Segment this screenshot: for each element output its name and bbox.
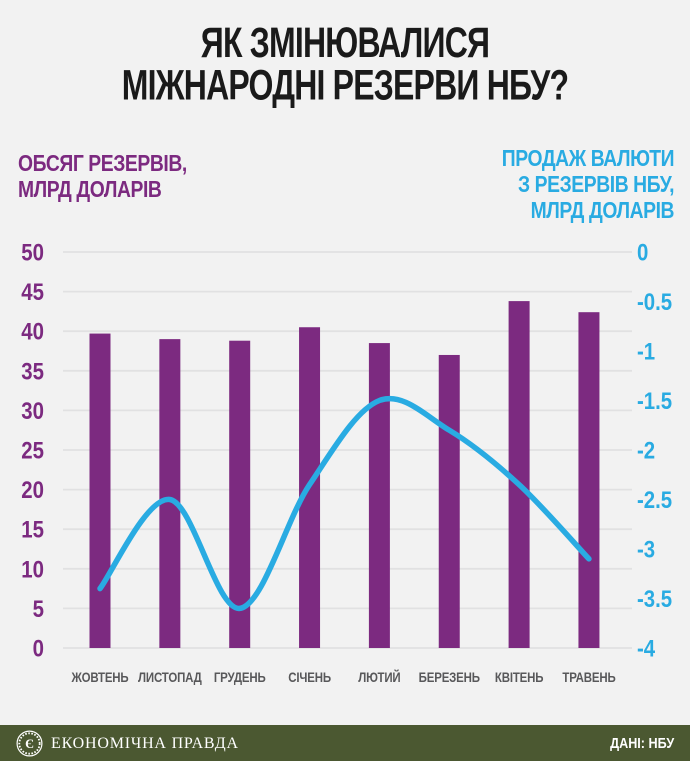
left-axis-tick-label: 25: [21, 437, 44, 464]
left-axis-title-line2: МЛРД ДОЛАРІВ: [18, 176, 162, 202]
reserve-bar: [229, 340, 251, 648]
right-axis-tick-label: -3.5: [637, 585, 672, 612]
right-axis-title: ПРОДАЖ ВАЛЮТИ З РЕЗЕРВІВ НБУ, МЛРД ДОЛАР…: [501, 145, 675, 223]
page-title-line1: ЯК ЗМІНЮВАЛИСЯ: [200, 19, 490, 67]
x-axis-month-label: СІЧЕНЬ: [288, 670, 331, 685]
left-axis-tick-label: 45: [21, 279, 44, 306]
left-axis-tick-label: 20: [21, 477, 44, 504]
right-axis-tick-label: -3: [637, 536, 655, 563]
reserve-bar: [508, 301, 530, 648]
x-axis-month-label: ТРАВЕНЬ: [562, 670, 615, 685]
brand-name: ЕКОНОМІЧНА ПРАВДА: [51, 734, 239, 752]
reserves-chart: 504540353025201510500-0.5-1-1.5-2-2.5-3-…: [21, 239, 672, 685]
page-title-line2: МІЖНАРОДНІ РЕЗЕРВИ НБУ?: [121, 62, 569, 109]
right-axis-tick-label: -1.5: [637, 387, 672, 414]
reserve-bar: [578, 312, 600, 648]
fx-sales-line: [97, 395, 592, 612]
right-axis-tick-label: -0.5: [637, 288, 672, 315]
page-title: ЯК ЗМІНЮВАЛИСЯ МІЖНАРОДНІ РЕЗЕРВИ НБУ?: [69, 22, 621, 107]
right-axis-tick-label: -2: [637, 437, 655, 464]
x-axis-month-label: ГРУДЕНЬ: [214, 670, 266, 685]
logo-letter: Є: [25, 736, 34, 751]
right-axis-tick-label: -4: [637, 635, 656, 662]
left-axis-tick-label: 50: [21, 239, 44, 266]
reserve-bar: [438, 354, 460, 648]
reserve-bar: [159, 339, 181, 648]
right-axis-tick-label: -2.5: [637, 486, 672, 513]
footer-bar: Є ЕКОНОМІЧНА ПРАВДА ДАНІ: НБУ: [0, 725, 690, 761]
x-axis-month-label: ЛЮТИЙ: [358, 669, 400, 685]
left-axis-tick-label: 40: [21, 318, 44, 345]
right-axis-tick-label: 0: [637, 239, 648, 266]
left-axis-tick-label: 10: [21, 556, 44, 583]
x-axis-month-label: КВІТЕНЬ: [495, 670, 544, 685]
x-axis-month-label: ЛИСТОПАД: [138, 670, 202, 685]
right-axis-title-line1: ПРОДАЖ ВАЛЮТИ: [501, 145, 675, 171]
right-axis-title-line2: З РЕЗЕРВІВ НБУ,: [517, 171, 674, 197]
left-axis-tick-label: 30: [21, 397, 44, 424]
x-axis-month-label: БЕРЕЗЕНЬ: [419, 670, 480, 685]
reserve-bar: [89, 333, 111, 648]
left-axis-tick-label: 15: [21, 516, 44, 543]
right-axis-tick-label: -1: [637, 338, 655, 365]
right-axis-title-line3: МЛРД ДОЛАРІВ: [530, 197, 675, 223]
x-axis-month-label: ЖОВТЕНЬ: [71, 670, 129, 685]
ep-coin-logo-icon: Є: [16, 730, 43, 756]
left-axis-tick-label: 0: [33, 635, 44, 662]
reserve-bar: [368, 343, 390, 648]
left-axis-title: ОБСЯГ РЕЗЕРВІВ, МЛРД ДОЛАРІВ: [18, 150, 187, 202]
left-axis-title-line1: ОБСЯГ РЕЗЕРВІВ,: [18, 150, 187, 176]
brand: Є ЕКОНОМІЧНА ПРАВДА: [16, 730, 239, 757]
left-axis-tick-label: 35: [21, 358, 44, 385]
data-source-label: ДАНІ: НБУ: [609, 734, 674, 752]
left-axis-tick-label: 5: [33, 595, 44, 622]
